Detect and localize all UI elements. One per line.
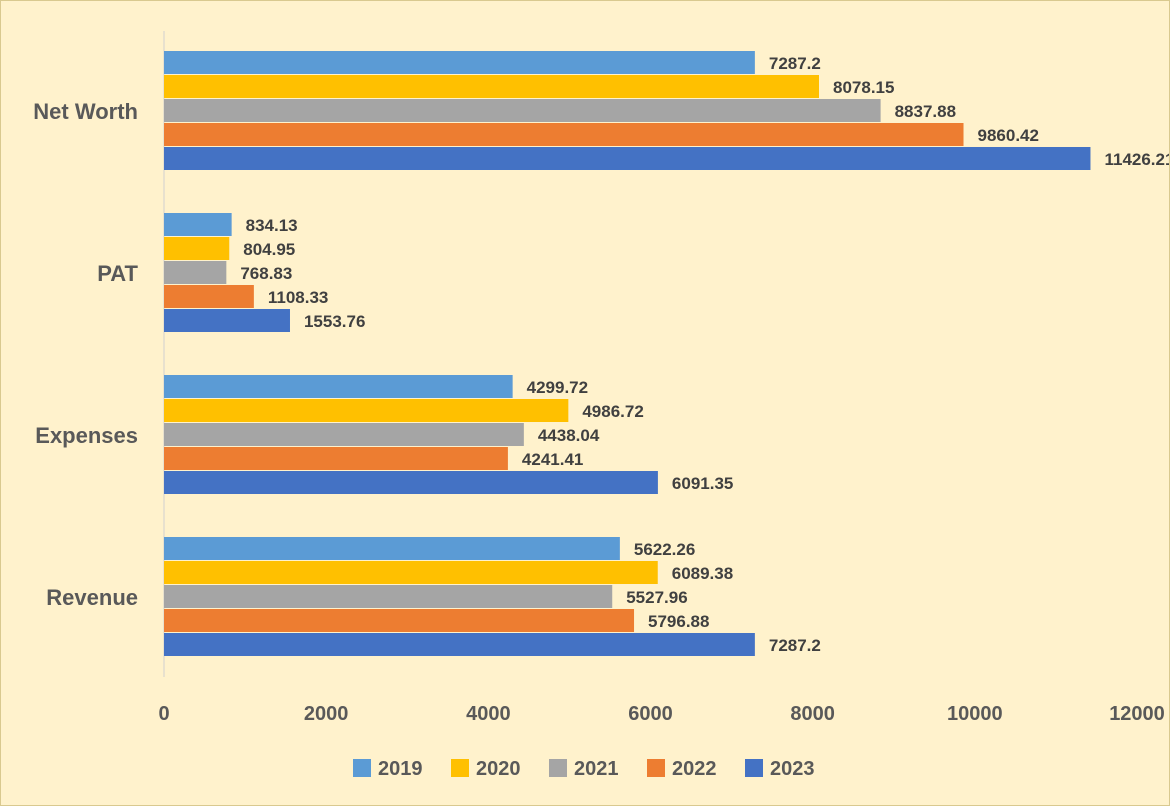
x-tick-label-2000: 2000	[304, 703, 349, 725]
data-label-revenue-2022: 5796.88	[648, 612, 709, 631]
legend-swatch-2019	[353, 759, 371, 777]
data-label-expenses-2022: 4241.41	[522, 450, 583, 469]
bar-revenue-2022	[164, 609, 635, 632]
category-label-pat: PAT	[97, 261, 138, 286]
x-tick-label-4000: 4000	[466, 703, 511, 725]
bar-pat-2019	[164, 213, 232, 236]
bar-net-worth-2020	[164, 75, 820, 98]
x-tick-label-6000: 6000	[628, 703, 673, 725]
bar-pat-2023	[164, 309, 290, 332]
data-label-net-worth-2021: 8837.88	[895, 102, 956, 121]
x-tick-label-10000: 10000	[947, 703, 1003, 725]
bar-net-worth-2019	[164, 51, 755, 74]
x-tick-label-12000: 12000	[1109, 703, 1165, 725]
data-label-expenses-2023: 6091.35	[672, 474, 733, 493]
data-label-pat-2020: 804.95	[243, 240, 295, 259]
bar-revenue-2021	[164, 585, 613, 608]
legend-swatch-2023	[745, 759, 763, 777]
data-label-net-worth-2020: 8078.15	[833, 78, 894, 97]
data-label-expenses-2019: 4299.72	[527, 378, 588, 397]
bar-net-worth-2022	[164, 123, 964, 146]
legend-swatch-2022	[647, 759, 665, 777]
data-label-revenue-2023: 7287.2	[769, 636, 821, 655]
category-label-net-worth: Net Worth	[33, 99, 138, 124]
x-tick-label-0: 0	[158, 703, 169, 725]
legend-swatch-2020	[451, 759, 469, 777]
legend-label-2023: 2023	[770, 758, 815, 780]
bar-pat-2021	[164, 261, 227, 284]
bar-expenses-2020	[164, 399, 569, 422]
data-label-net-worth-2019: 7287.2	[769, 54, 821, 73]
bar-pat-2022	[164, 285, 254, 308]
bar-expenses-2019	[164, 375, 513, 398]
bar-expenses-2023	[164, 471, 658, 494]
bar-revenue-2020	[164, 561, 658, 584]
bar-net-worth-2023	[164, 147, 1091, 170]
bar-expenses-2022	[164, 447, 508, 470]
x-tick-label-8000: 8000	[790, 703, 835, 725]
legend-swatch-2021	[549, 759, 567, 777]
data-label-revenue-2019: 5622.26	[634, 540, 695, 559]
data-label-expenses-2020: 4986.72	[582, 402, 643, 421]
legend-label-2022: 2022	[672, 758, 717, 780]
bar-net-worth-2021	[164, 99, 881, 122]
legend-label-2019: 2019	[378, 758, 423, 780]
legend-label-2020: 2020	[476, 758, 521, 780]
data-label-pat-2023: 1553.76	[304, 312, 365, 331]
bar-pat-2020	[164, 237, 230, 260]
data-label-pat-2019: 834.13	[246, 216, 298, 235]
bar-revenue-2023	[164, 633, 755, 656]
data-label-net-worth-2022: 9860.42	[978, 126, 1039, 145]
legend-label-2021: 2021	[574, 758, 619, 780]
data-label-pat-2021: 768.83	[240, 264, 292, 283]
data-label-net-worth-2023: 11426.21	[1104, 150, 1169, 169]
data-label-revenue-2020: 6089.38	[672, 564, 733, 583]
bar-expenses-2021	[164, 423, 524, 446]
data-label-revenue-2021: 5527.96	[626, 588, 687, 607]
bar-revenue-2019	[164, 537, 620, 560]
category-label-revenue: Revenue	[46, 585, 138, 610]
data-label-expenses-2021: 4438.04	[538, 426, 600, 445]
category-label-expenses: Expenses	[35, 423, 138, 448]
data-label-pat-2022: 1108.33	[268, 288, 329, 307]
